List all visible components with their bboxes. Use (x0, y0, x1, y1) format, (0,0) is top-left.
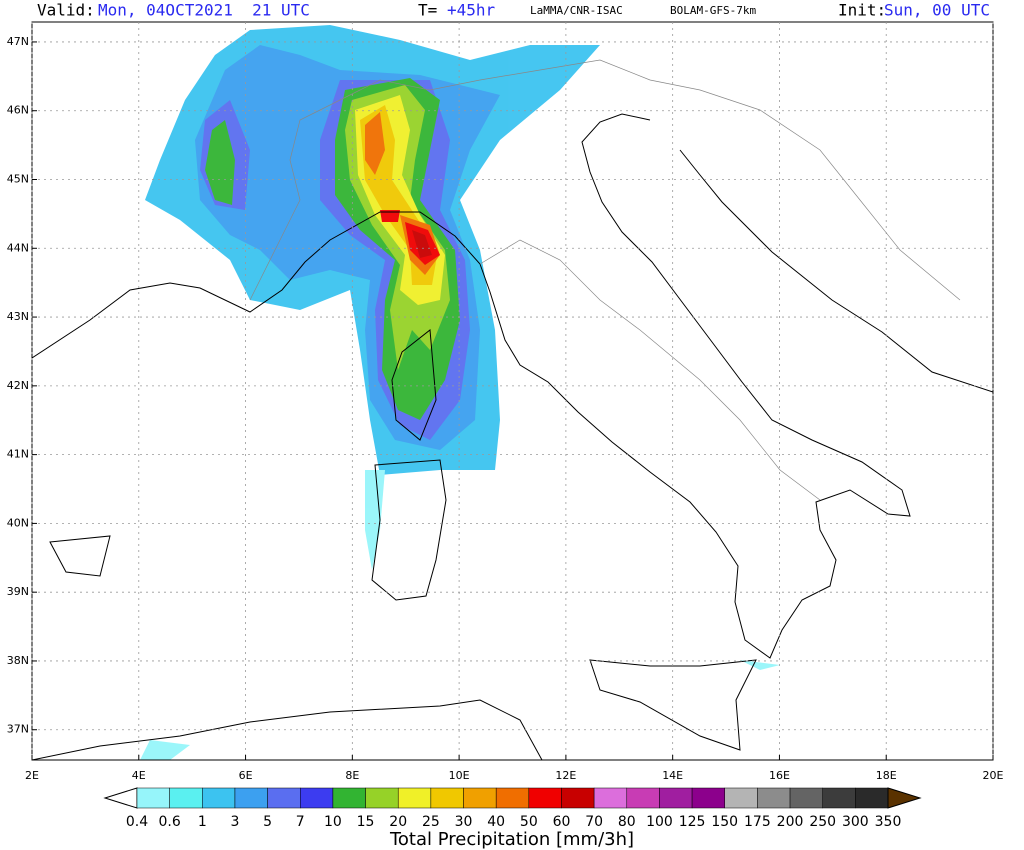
valid-label: Valid: (37, 1, 95, 20)
colorbar-box (626, 787, 660, 809)
colorbar-label: 100 (646, 814, 673, 830)
lon-tick-label: 20E (983, 769, 1004, 782)
lon-tick-label: 16E (769, 769, 790, 782)
colorbar-box (202, 787, 236, 809)
precipitation-field (140, 25, 780, 760)
colorbar-label: 15 (357, 814, 375, 830)
lead-time: +45hr (447, 1, 496, 20)
lead-label: T= (418, 1, 437, 20)
colorbar-label: 200 (777, 814, 804, 830)
lat-tick-label: 43N (7, 310, 29, 323)
colorbar-label: 300 (842, 814, 869, 830)
colorbar-label: 125 (679, 814, 706, 830)
colorbar-box (789, 787, 823, 809)
colorbar-label: 350 (875, 814, 902, 830)
lon-tick-label: 12E (555, 769, 576, 782)
colorbar-box (528, 787, 562, 809)
colorbar-box (397, 787, 432, 809)
source: LaMMA/CNR-ISAC (530, 4, 623, 17)
lon-tick-label: 8E (345, 769, 359, 782)
colorbar-box (822, 787, 856, 809)
colorbar-box (561, 787, 595, 809)
colorbar-box (855, 787, 889, 809)
colorbar-label: 70 (585, 814, 603, 830)
colorbar-box (136, 787, 170, 809)
lon-tick-label: 2E (25, 769, 39, 782)
init-label: Init: (838, 1, 886, 20)
colorbar-label: 250 (809, 814, 836, 830)
lat-tick-label: 42N (7, 379, 29, 392)
valid-time: Mon, 04OCT2021 21 UTC (98, 1, 310, 20)
colorbar-label: 25 (422, 814, 440, 830)
colorbar-box (267, 787, 301, 809)
colorbar-box (169, 787, 203, 809)
colorbar-box (300, 787, 334, 809)
lat-tick-label: 37N (7, 723, 29, 736)
colorbar-label: 7 (296, 814, 305, 830)
colorbar-label: 30 (455, 814, 473, 830)
colorbar-box (495, 787, 530, 809)
lon-tick-label: 6E (239, 769, 253, 782)
lat-tick-label: 44N (7, 241, 29, 254)
colorbar-label: 175 (744, 814, 771, 830)
lat-tick-label: 38N (7, 654, 29, 667)
model: BOLAM-GFS-7km (670, 4, 756, 17)
colorbar-label: 60 (553, 814, 571, 830)
coastlines (32, 59, 993, 760)
colorbar-over (887, 787, 922, 809)
colorbar-box (234, 787, 268, 809)
lat-tick-label: 40N (7, 516, 29, 529)
colorbar-label: 0.4 (126, 814, 148, 830)
colorbar-label: 5 (263, 814, 272, 830)
lat-tick-label: 46N (7, 104, 29, 117)
colorbar-label: 1 (198, 814, 207, 830)
lat-tick-label: 39N (7, 585, 29, 598)
map-area (32, 25, 993, 760)
colorbar-box (332, 787, 366, 809)
colorbar-label: 0.6 (159, 814, 181, 830)
colorbar-box (593, 787, 628, 809)
map-frame (31, 21, 994, 761)
init-time: Sun, 00 UTC (884, 1, 990, 20)
colorbar-label: 150 (711, 814, 738, 830)
colorbar-title: Total Precipitation [mm/3h] (389, 829, 634, 850)
colorbar-box (365, 787, 399, 809)
lon-tick-label: 4E (132, 769, 146, 782)
colorbar-under (103, 787, 138, 809)
colorbar-box (757, 787, 791, 809)
colorbar-box (659, 787, 693, 809)
lon-tick-label: 10E (449, 769, 470, 782)
colorbar-label: 80 (618, 814, 636, 830)
colorbar-label: 40 (487, 814, 505, 830)
lon-tick-label: 14E (662, 769, 683, 782)
colorbar-label: 20 (389, 814, 407, 830)
lon-tick-label: 18E (876, 769, 897, 782)
colorbar-label: 3 (230, 814, 239, 830)
colorbar-label: 10 (324, 814, 342, 830)
lat-tick-label: 41N (7, 448, 29, 461)
colorbar-label: 50 (520, 814, 538, 830)
lat-tick-label: 47N (7, 35, 29, 48)
colorbar-box (430, 787, 464, 809)
colorbar-box (691, 787, 725, 809)
colorbar-box (463, 787, 497, 809)
lat-tick-label: 45N (7, 173, 29, 186)
colorbar-box (724, 787, 758, 809)
